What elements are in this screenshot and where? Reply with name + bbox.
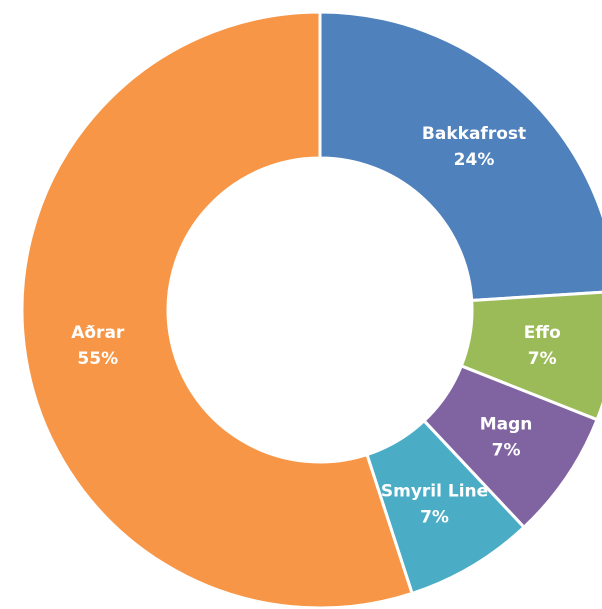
- slice-value-label: 7%: [492, 440, 521, 460]
- donut-slice: [20, 10, 414, 609]
- slice-label: Smyril Line: [381, 482, 488, 502]
- slice-value-label: 7%: [528, 349, 557, 369]
- slice-label: Bakkafrost: [422, 124, 526, 144]
- donut-slice: [318, 10, 602, 303]
- slice-value-label: 24%: [454, 150, 495, 170]
- slice-label: Effo: [524, 323, 561, 343]
- slice-label: Magn: [480, 414, 533, 434]
- slice-value-label: 7%: [420, 508, 449, 528]
- slice-label: Aðrar: [71, 323, 125, 343]
- slice-value-label: 55%: [77, 349, 118, 369]
